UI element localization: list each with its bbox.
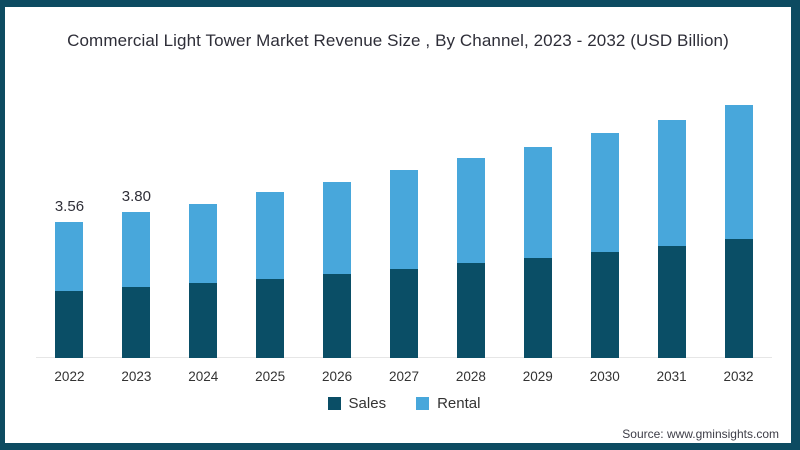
bar-group-2031: 2031 (638, 7, 705, 384)
rental-segment-2027[interactable] (389, 170, 418, 269)
rental-segment-2029[interactable] (523, 147, 552, 258)
stacked-bar-2026[interactable] (323, 182, 352, 358)
sales-segment-2030[interactable] (590, 252, 619, 358)
sales-segment-2025[interactable] (256, 279, 285, 358)
stacked-bar-2027[interactable] (389, 170, 418, 358)
x-tick-2032: 2032 (723, 369, 754, 384)
chart-title: Commercial Light Tower Market Revenue Si… (67, 31, 729, 50)
sales-segment-2032[interactable] (724, 239, 753, 358)
x-tick-2027: 2027 (388, 369, 419, 384)
legend-label: Sales (348, 395, 387, 412)
rental-segment-2023[interactable] (122, 212, 151, 287)
bar-group-2022: 3.56 2022 (36, 7, 103, 384)
rental-segment-2030[interactable] (590, 133, 619, 252)
rental-segment-2032[interactable] (724, 105, 753, 239)
sales-segment-2028[interactable] (456, 263, 485, 358)
stacked-bar-2028[interactable] (456, 158, 485, 358)
chart-frame: Commercial Light Tower Market Revenue Si… (5, 7, 791, 443)
legend-label: Rental (437, 395, 481, 412)
rental-segment-2031[interactable] (657, 120, 686, 246)
legend-item-rental[interactable]: Rental (416, 395, 480, 412)
stacked-bar-2023[interactable] (122, 212, 151, 358)
bar-total-label-2023: 3.80 (121, 188, 151, 205)
sales-segment-2027[interactable] (389, 269, 418, 358)
x-tick-2029: 2029 (522, 369, 553, 384)
source-note: Source: www.gminsights.com (622, 427, 779, 441)
x-tick-2024: 2024 (188, 369, 219, 384)
bar-group-2026: 2026 (304, 7, 371, 384)
bar-group-2025: 2025 (237, 7, 304, 384)
bar-group-2029: 2029 (504, 7, 571, 384)
x-tick-2028: 2028 (455, 369, 486, 384)
legend: Sales Rental (36, 395, 772, 412)
sales-segment-2029[interactable] (523, 258, 552, 358)
rental-segment-2025[interactable] (256, 192, 285, 279)
stacked-bar-2031[interactable] (657, 120, 686, 358)
legend-item-sales[interactable]: Sales (327, 395, 387, 412)
x-tick-2026: 2026 (322, 369, 353, 384)
rental-segment-2024[interactable] (189, 204, 218, 283)
legend-swatch-icon (327, 397, 341, 410)
stacked-bar-2022[interactable] (55, 222, 84, 358)
plot-area: 3.56 2022 3.80 2023 2024 2025 2026 2027 2028 2029… (36, 7, 772, 384)
bar-total-label-2022: 3.56 (54, 198, 85, 215)
legend-swatch-icon (416, 397, 430, 410)
bar-group-2030: 2030 (571, 7, 638, 384)
bar-group-2027: 2027 (371, 7, 438, 384)
bar-group-2028: 2028 (437, 7, 504, 384)
bar-group-2023: 3.80 2023 (103, 7, 170, 384)
sales-segment-2024[interactable] (189, 283, 218, 358)
rental-segment-2028[interactable] (456, 158, 485, 263)
rental-segment-2026[interactable] (323, 182, 352, 274)
x-tick-2031: 2031 (656, 369, 687, 384)
sales-segment-2031[interactable] (657, 246, 686, 358)
x-tick-2022: 2022 (54, 369, 85, 384)
x-tick-2025: 2025 (255, 369, 286, 384)
x-tick-2030: 2030 (589, 369, 620, 384)
bar-group-2024: 2024 (170, 7, 237, 384)
sales-segment-2023[interactable] (122, 287, 151, 358)
bar-group-2032: 2032 (705, 7, 772, 384)
rental-segment-2022[interactable] (55, 222, 84, 291)
x-tick-2023: 2023 (121, 369, 152, 384)
stacked-bar-2030[interactable] (590, 133, 619, 358)
sales-segment-2022[interactable] (55, 291, 84, 358)
stacked-bar-2032[interactable] (724, 105, 753, 358)
stacked-bar-2029[interactable] (523, 147, 552, 358)
sales-segment-2026[interactable] (323, 274, 352, 358)
stacked-bar-2024[interactable] (189, 204, 218, 358)
stacked-bar-2025[interactable] (256, 192, 285, 358)
